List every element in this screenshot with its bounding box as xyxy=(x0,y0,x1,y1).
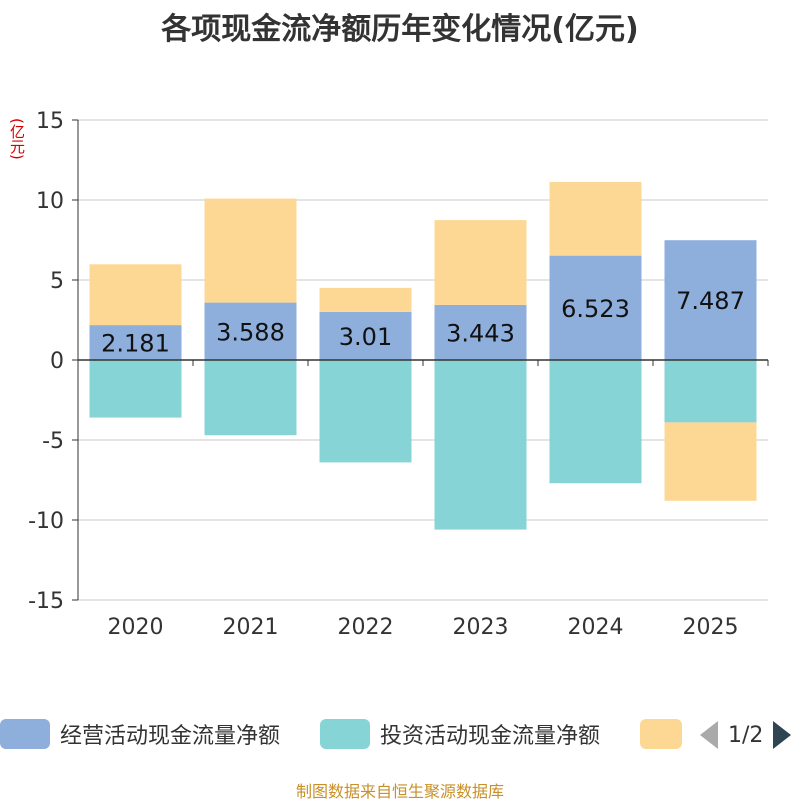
bar-investing-2020 xyxy=(89,360,182,418)
bar-financing-2020 xyxy=(89,264,182,326)
bar-investing-2025 xyxy=(664,360,757,423)
x-tick-label: 2023 xyxy=(453,615,509,640)
bar-operating-2022 xyxy=(319,311,412,360)
legend-label-investing: 投资活动现金流量净额 xyxy=(380,724,601,749)
y-tick-label: 5 xyxy=(50,269,64,294)
bar-financing-2024 xyxy=(549,182,642,256)
legend-swatch-financing xyxy=(640,719,682,749)
data-label: 3.588 xyxy=(216,318,285,346)
y-tick-label: 15 xyxy=(36,109,64,134)
legend-swatch-investing xyxy=(320,719,370,749)
bar-operating-2021 xyxy=(204,302,297,360)
bar-operating-2025 xyxy=(664,240,757,360)
bar-investing-2021 xyxy=(204,360,297,436)
bar-investing-2022 xyxy=(319,360,412,463)
legend-prev-icon[interactable] xyxy=(700,721,718,749)
bar-investing-2023 xyxy=(434,360,527,530)
bar-financing-2022 xyxy=(319,287,412,312)
y-tick-label: -10 xyxy=(28,509,64,534)
x-tick-label: 2025 xyxy=(683,615,739,640)
bar-financing-2025 xyxy=(664,422,757,501)
x-tick-label: 2024 xyxy=(568,615,624,640)
chart-title: 各项现金流净额历年变化情况(亿元) xyxy=(161,12,639,47)
y-tick-label: 0 xyxy=(50,349,64,374)
bar-financing-2021 xyxy=(204,198,297,303)
bar-financing-2023 xyxy=(434,220,527,305)
y-tick-label: -15 xyxy=(28,589,64,614)
legend-swatch-operating xyxy=(0,719,50,749)
y-axis-unit: (亿元) xyxy=(8,118,26,160)
data-label: 2.181 xyxy=(101,330,170,358)
data-label: 6.523 xyxy=(561,295,630,323)
x-tick-label: 2020 xyxy=(108,615,164,640)
legend-next-icon[interactable] xyxy=(773,721,792,749)
data-label: 3.01 xyxy=(339,323,392,351)
bar-investing-2024 xyxy=(549,360,642,484)
legend-pager: 1/2 xyxy=(700,720,792,750)
data-label: 3.443 xyxy=(446,319,515,347)
legend: 经营活动现金流量净额 投资活动现金流量净额 1/2 xyxy=(0,714,800,754)
legend-item-operating[interactable]: 经营活动现金流量净额 xyxy=(0,718,280,750)
y-tick-label: -5 xyxy=(42,429,64,454)
x-tick-label: 2021 xyxy=(223,615,279,640)
legend-label-operating: 经营活动现金流量净额 xyxy=(60,724,281,749)
data-label: 7.487 xyxy=(676,287,745,315)
bar-operating-2024 xyxy=(549,255,642,360)
bar-operating-2020 xyxy=(89,325,182,360)
x-tick-label: 2022 xyxy=(338,615,394,640)
bar-operating-2023 xyxy=(434,304,527,360)
y-tick-label: 10 xyxy=(36,189,64,214)
legend-item-investing[interactable]: 投资活动现金流量净额 xyxy=(320,718,600,750)
stacked-bar-chart: 15 10 5 0 -5 -10 -15 2.181 3.588 3.01 3.443 6.523 7.… xyxy=(28,109,769,640)
legend-item-financing[interactable] xyxy=(640,718,692,750)
source-note: 制图数据来自恒生聚源数据库 xyxy=(295,782,504,801)
legend-page-indicator: 1/2 xyxy=(728,722,764,748)
